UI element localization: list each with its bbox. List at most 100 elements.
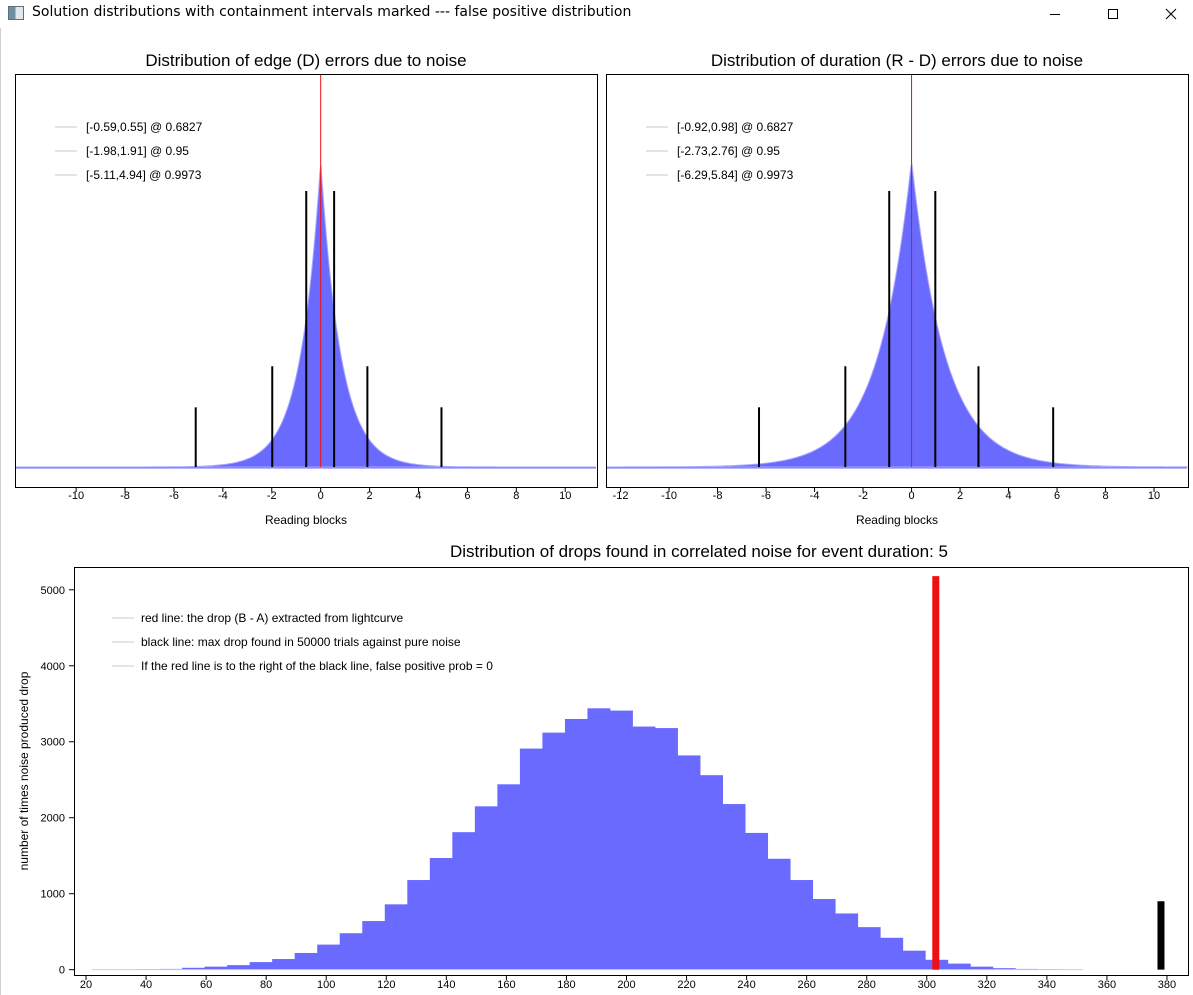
histogram-bar [722,804,746,970]
histogram-bar [519,748,543,970]
histogram-bar [745,832,769,970]
legend-entry-2: black line: max drop found in 50000 tria… [141,635,461,649]
minimize-icon [1050,14,1060,15]
histogram-bar [362,921,386,970]
x-tick-label: 4 [1005,490,1011,502]
close-button[interactable] [1148,0,1193,28]
histogram-bar [970,966,994,970]
x-tick-label: -4 [218,490,228,502]
x-axis-label: Reading blocks [856,513,938,527]
x-tick-label: 0 [908,490,914,502]
histogram-bar [632,726,656,970]
x-tick-label: 8 [513,490,519,502]
window-left-border [0,28,1,995]
chart-panel-1: [-0.59,0.55] @ 0.6827 [-1.98,1.91] @ 0.95… [15,51,598,527]
x-tick-label: 140 [437,979,455,991]
legend-entry-3: [-6.29,5.84] @ 0.9973 [677,168,794,182]
histogram-bar [429,857,453,970]
x-tick-label: 200 [617,979,635,991]
x-tick-label: 8 [1102,490,1108,502]
histogram-bar [790,880,814,970]
histogram-bar [497,784,521,970]
chart-title: Distribution of edge (D) errors due to n… [145,51,466,70]
histogram-bar [609,710,633,970]
x-tick-label: 340 [1038,979,1056,991]
y-tick-label: 2000 [41,813,65,825]
y-tick-label: 0 [59,965,65,977]
legend-entry-2: [-1.98,1.91] @ 0.95 [86,144,189,158]
histogram-bar [677,755,701,970]
x-tick-label: 4 [415,490,421,502]
x-tick-label: 160 [497,979,515,991]
histogram-bar [294,952,318,970]
legend-entry-3: If the red line is to the right of the b… [141,659,493,673]
histogram-bar [812,899,836,970]
x-tick-label: 380 [1158,979,1176,991]
maximize-button[interactable] [1090,0,1136,28]
histogram-bar [880,937,904,970]
histogram-bar [655,728,678,970]
y-tick-label: 1000 [41,889,65,901]
histogram-bar [857,927,881,970]
y-axis-label: number of times noise produced drop [17,671,31,870]
histogram-bar [947,963,971,970]
x-tick-label: -8 [120,490,130,502]
x-tick-label: 0 [318,490,324,502]
x-tick-label: 320 [978,979,996,991]
x-tick-label: 6 [1054,490,1060,502]
chart-panel-2: [-0.92,0.98] @ 0.6827 [-2.73,2.76] @ 0.95… [606,51,1189,527]
chart-panel-3: red line: the drop (B - A) extracted fro… [17,542,1189,991]
histogram-bar [542,732,566,970]
maximize-icon [1108,9,1118,19]
x-tick-label: 300 [918,979,936,991]
histogram-bar [182,967,206,970]
x-tick-label: -12 [613,490,629,502]
x-tick-label: 360 [1098,979,1116,991]
histogram-bar [452,832,476,970]
window-titlebar: Solution distributions with containment … [0,0,1193,28]
legend-entry-1: [-0.59,0.55] @ 0.6827 [86,120,203,134]
histogram-bar [384,904,408,970]
x-tick-label: 260 [797,979,815,991]
x-tick-label: -8 [713,490,723,502]
y-tick-label: 3000 [41,737,65,749]
histogram-bar [587,708,611,970]
x-tick-label: 120 [377,979,395,991]
x-tick-label: -2 [858,490,868,502]
x-tick-label: 20 [80,979,92,991]
x-axis-label: Reading blocks [265,513,347,527]
histogram-bar [700,775,723,970]
x-tick-label: 2 [367,490,373,502]
legend-entry-3: [-5.11,4.94] @ 0.9973 [86,168,202,182]
x-tick-label: 80 [260,979,272,991]
x-tick-label: 240 [737,979,755,991]
legend-entry-2: [-2.73,2.76] @ 0.95 [677,144,780,158]
x-tick-label: 60 [200,979,212,991]
x-tick-label: 40 [140,979,152,991]
histogram-outline [607,163,1188,468]
x-tick-label: -2 [267,490,277,502]
x-tick-label: 220 [677,979,695,991]
x-tick-label: -10 [68,490,84,502]
histogram-bar [564,718,588,970]
minimize-button[interactable] [1032,0,1078,28]
y-tick-label: 5000 [41,585,65,597]
y-tick-label: 4000 [41,661,65,673]
histogram-bar [227,965,251,970]
x-tick-label: 10 [559,490,571,502]
histogram-bar [767,858,791,970]
x-tick-label: -6 [761,490,771,502]
histogram-bar [992,968,1016,970]
histogram-bar [204,966,228,970]
window-title: Solution distributions with containment … [32,4,632,20]
x-tick-label: -10 [661,490,677,502]
x-tick-label: 6 [464,490,470,502]
histogram-bar [407,880,431,970]
x-tick-label: 2 [957,490,963,502]
x-tick-label: 180 [557,979,575,991]
x-tick-label: -6 [169,490,179,502]
legend-entry-1: [-0.92,0.98] @ 0.6827 [677,120,794,134]
x-tick-label: 100 [317,979,335,991]
chart-title: Distribution of duration (R - D) errors … [711,51,1083,70]
